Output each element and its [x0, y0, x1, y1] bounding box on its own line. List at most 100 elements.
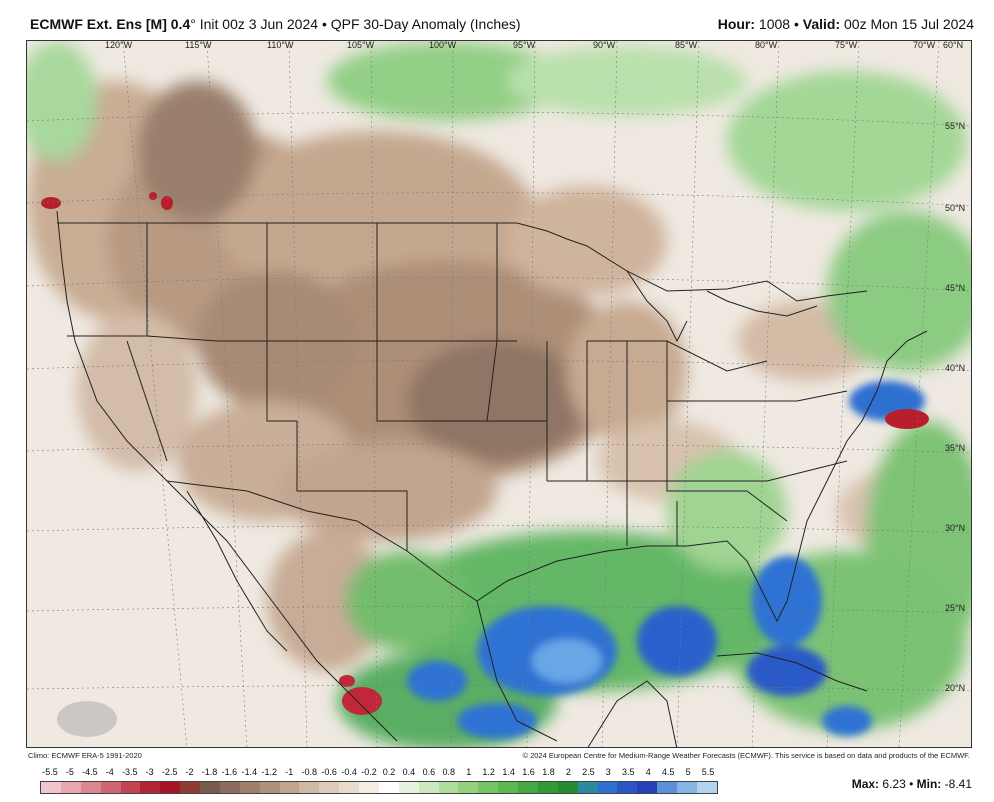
scale-swatch [597, 782, 618, 793]
scale-label: -0.8 [301, 767, 317, 777]
scale-swatch [696, 782, 717, 793]
scale-swatch [60, 782, 81, 793]
scale-label: 0.6 [422, 767, 436, 777]
scale-label: 2 [565, 767, 571, 777]
valid-label: Valid: [802, 16, 841, 32]
scale-label: -1 [285, 767, 294, 777]
scale-label: 1 [466, 767, 472, 777]
scale-label: -0.6 [321, 767, 337, 777]
lon-label-100w: 100°W [429, 40, 457, 50]
scale-swatch [120, 782, 141, 793]
scale-swatch [637, 782, 658, 793]
scale-swatch [140, 782, 161, 793]
scale-label: 3 [605, 767, 611, 777]
scale-label: -5.5 [42, 767, 58, 777]
scale-label: -1.6 [221, 767, 238, 777]
scale-label: 4 [645, 767, 651, 777]
scale-label: 1.4 [502, 767, 515, 777]
precip-anomaly-map: 120°W 115°W 110°W 105°W 100°W 95°W 90°W … [26, 40, 972, 748]
lon-label-110w: 110°W [267, 40, 294, 50]
scale-swatch [200, 782, 220, 793]
graticule [27, 41, 971, 747]
lon-label-85w: 85°W [675, 40, 698, 50]
scale-swatch [537, 782, 558, 793]
lon-label-115w: 115°W [185, 40, 212, 50]
lat-label-50n: 50°N [945, 203, 966, 213]
scale-swatch [617, 782, 638, 793]
lon-label-95w: 95°W [513, 40, 536, 50]
lat-label-25n: 25°N [945, 603, 966, 613]
scale-swatch [518, 782, 538, 793]
scale-label: 1.8 [542, 767, 555, 777]
valid-value: 00z Mon 15 Jul 2024 [844, 16, 974, 32]
borders [56, 210, 928, 747]
scale-label: -2.5 [161, 767, 178, 777]
scale-label: -0.2 [361, 767, 377, 777]
scale-label: 0.4 [402, 767, 416, 777]
scale-label: 1.2 [482, 767, 495, 777]
climo-credit: Climo: ECMWF ERA-5 1991-2020 [28, 751, 142, 760]
scale-swatch [677, 782, 697, 793]
max-min-stats: Max: 6.23 • Min: -8.41 [852, 777, 972, 791]
scale-swatch [339, 782, 359, 793]
scale-swatch [259, 782, 280, 793]
hour-value: 1008 [758, 16, 791, 32]
scale-swatch [498, 782, 518, 793]
degree-sign: ° [190, 16, 196, 32]
map-canvas [27, 41, 971, 747]
scale-swatch [160, 782, 181, 793]
scale-swatch [577, 782, 598, 793]
valid-time-block: Hour: 1008 • Valid: 00z Mon 15 Jul 2024 [718, 16, 974, 32]
scale-label: 5.5 [701, 767, 715, 777]
scale-swatch [239, 782, 260, 793]
color-scale-bar [40, 781, 718, 794]
scale-label: 1.6 [522, 767, 535, 777]
scale-label: 3.5 [621, 767, 635, 777]
scale-label: 2.5 [582, 767, 595, 777]
scale-swatch [418, 782, 439, 793]
scale-label: -1.8 [201, 767, 218, 777]
scale-swatch [438, 782, 459, 793]
valid-separator: • [793, 16, 799, 32]
scale-swatch [657, 782, 677, 793]
lat-label-40n: 40°N [945, 363, 966, 373]
weatherbell-logo [57, 701, 117, 737]
scale-swatch [319, 782, 340, 793]
hour-label: Hour: [717, 16, 756, 32]
lon-label-105w: 105°W [347, 40, 375, 50]
scale-labels: -5.5 -5 -4.5 -4 -3.5 -3 -2.5 -2 -1.8 -1.6 -1.4 -1.2… [40, 767, 720, 779]
max-label: Max: [851, 777, 880, 791]
lat-label-20n: 20°N [945, 683, 966, 693]
scale-swatch [359, 782, 379, 793]
scale-label: -3.5 [121, 767, 138, 777]
scale-label: 5 [685, 767, 691, 777]
scale-label: -4.5 [82, 767, 98, 777]
scale-label: -1.2 [261, 767, 278, 777]
scale-swatch [279, 782, 300, 793]
product-name: QPF 30-Day Anomaly (Inches) [330, 16, 521, 32]
scale-label: 0.2 [382, 767, 396, 777]
lon-label-120w: 120°W [105, 40, 133, 50]
scale-label: -2 [185, 767, 194, 777]
scale-label: -3 [145, 767, 154, 777]
scale-label: -0.4 [341, 767, 357, 777]
scale-label: -5 [65, 767, 74, 777]
lat-label-35n: 35°N [945, 443, 966, 453]
model-name: ECMWF Ext. Ens [M] 0.4 [30, 16, 191, 32]
scale-swatch [180, 782, 200, 793]
scale-swatch [557, 782, 578, 793]
scale-label: -4 [105, 767, 114, 777]
scale-swatch [219, 782, 240, 793]
credits: Climo: ECMWF ERA-5 1991-2020 © 2024 Euro… [26, 750, 972, 762]
stats-separator: • [909, 777, 914, 791]
init-time: Init 00z 3 Jun 2024 [199, 16, 319, 32]
lon-label-70w: 70°W [913, 40, 936, 50]
lat-label-45n: 45°N [945, 283, 966, 293]
scale-swatch [80, 782, 101, 793]
scale-label: -1.4 [241, 767, 258, 777]
heavy-wet-areas [407, 381, 925, 739]
ecmwf-copyright: © 2024 European Centre for Medium-Range … [522, 751, 970, 760]
scale-label: 0.8 [442, 767, 456, 777]
extreme-dry-spots [41, 192, 929, 715]
scale-swatch [100, 782, 121, 793]
